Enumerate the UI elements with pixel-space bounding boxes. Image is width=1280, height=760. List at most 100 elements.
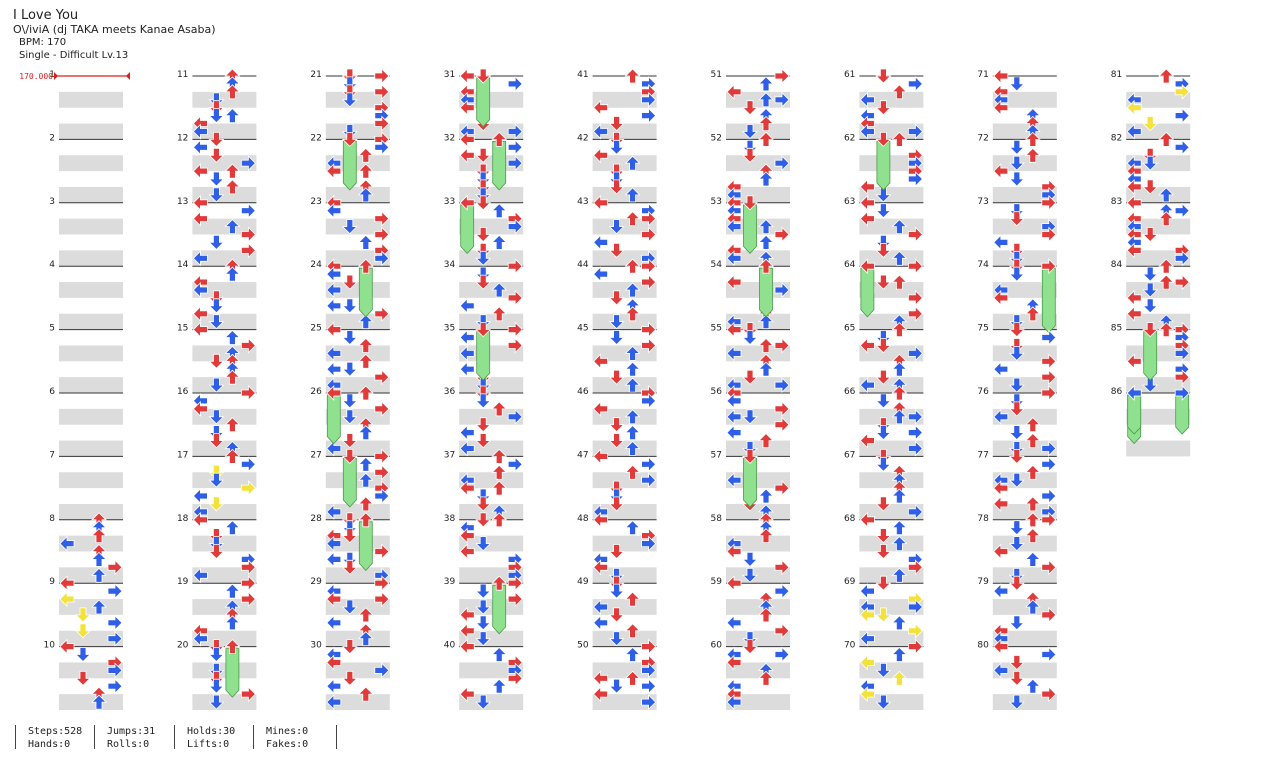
arrow-right-icon: [374, 115, 390, 132]
arrow-right-icon: [241, 226, 256, 243]
lane-band: [192, 630, 257, 647]
lane-band: [59, 313, 123, 330]
arrow-right-icon: [908, 305, 923, 322]
arrow-right-icon: [507, 289, 523, 306]
arrow-left-icon: [1126, 353, 1142, 370]
arrow-down-icon: [875, 274, 892, 290]
arrow-down-icon: [475, 583, 492, 599]
arrow-down-icon: [475, 694, 492, 710]
arrow-left-icon: [859, 377, 875, 394]
lane-band: [592, 440, 657, 457]
hold-note: [492, 584, 507, 635]
measure-number: 27: [310, 450, 321, 460]
arrow-down-icon: [1008, 449, 1025, 464]
lane-band: [192, 535, 257, 552]
arrow-up-icon: [624, 623, 641, 639]
arrow-left-icon: [459, 194, 475, 211]
lane-band: [859, 630, 924, 647]
arrow-left-icon: [326, 297, 342, 314]
arrow-down-icon: [475, 243, 492, 258]
arrow-right-icon: [1041, 646, 1057, 663]
lane-band: [192, 250, 257, 267]
lane-band: [726, 472, 790, 489]
arrow-left-icon: [326, 345, 342, 362]
lane-band: [325, 662, 390, 679]
arrow-up-icon: [891, 615, 908, 631]
lane-band: [592, 345, 657, 362]
arrow-down-icon: [875, 100, 892, 116]
arrow-down-icon: [875, 607, 892, 623]
lane-band: [726, 155, 790, 172]
measure-number: 6: [49, 387, 55, 397]
arrow-down-icon: [475, 496, 492, 512]
arrow-right-icon: [507, 456, 523, 473]
arrow-right-icon: [374, 400, 390, 417]
arrow-up-icon: [357, 337, 374, 353]
arrow-right-icon: [507, 218, 523, 235]
arrow-down-icon: [742, 100, 758, 116]
hold-note: [1143, 331, 1158, 381]
arrow-right-icon: [107, 630, 123, 647]
arrow-up-icon: [357, 496, 374, 512]
arrow-down-icon: [208, 132, 225, 147]
arrow-up-icon: [624, 670, 641, 686]
arrow-right-icon: [908, 559, 923, 576]
arrow-up-icon: [891, 646, 908, 662]
arrow-down-icon: [208, 433, 225, 449]
arrow-right-icon: [374, 488, 390, 504]
arrow-up-icon: [758, 234, 774, 250]
lane-band: [192, 567, 257, 584]
hold-note: [860, 267, 875, 318]
arrow-right-icon: [374, 139, 390, 156]
arrow-right-icon: [1041, 606, 1057, 623]
chart-stats: Steps:528 Hands:0 Jumps:31 Rolls:0 Holds…: [0, 722, 1280, 760]
arrow-down-icon: [1008, 322, 1025, 338]
arrow-down-icon: [1142, 179, 1159, 195]
arrow-left-icon: [726, 321, 742, 338]
arrow-left-icon: [726, 614, 742, 631]
arrow-left-icon: [326, 535, 342, 552]
arrow-left-icon: [593, 614, 608, 631]
arrow-down-icon: [1008, 139, 1025, 155]
arrow-right-icon: [774, 377, 790, 394]
arrow-down-icon: [608, 433, 625, 449]
measure-number: 31: [444, 70, 455, 80]
arrow-down-icon: [1008, 377, 1025, 393]
lane-band: [459, 440, 524, 457]
arrow-right-icon: [641, 638, 657, 655]
arrow-right-icon: [507, 321, 523, 338]
lane-band: [1126, 282, 1191, 298]
arrow-down-icon: [875, 68, 892, 84]
stats-col-jumps: Jumps:31 Rolls:0: [94, 725, 155, 750]
lane-band: [859, 282, 924, 298]
arrow-down-icon: [1008, 266, 1025, 282]
arrow-left-icon: [726, 543, 742, 560]
arrow-down-icon: [608, 496, 625, 512]
measure-number: 8: [49, 514, 55, 524]
lane-band: [59, 599, 123, 615]
arrow-up-icon: [624, 68, 641, 84]
arrow-up-icon: [624, 211, 641, 227]
arrow-left-icon: [993, 163, 1009, 180]
arrow-left-icon: [859, 337, 875, 354]
arrow-left-icon: [326, 361, 342, 378]
arrow-right-icon: [241, 456, 256, 473]
measure-number: 18: [177, 514, 189, 524]
arrow-down-icon: [475, 433, 492, 449]
arrow-left-icon: [192, 305, 208, 322]
arrow-left-icon: [459, 147, 475, 164]
measure-number: 65: [844, 324, 855, 334]
arrow-down-icon: [608, 544, 625, 560]
arrow-left-icon: [326, 614, 342, 631]
arrow-up-icon: [758, 76, 774, 92]
lane-band: [726, 694, 790, 710]
measure-number: 16: [177, 387, 189, 397]
arrow-left-icon: [326, 654, 342, 671]
arrow-right-icon: [1174, 250, 1190, 267]
arrow-up-icon: [758, 433, 774, 448]
arrow-down-icon: [608, 243, 625, 258]
lane-band: [992, 567, 1057, 584]
arrow-left-icon: [459, 543, 475, 560]
measure-number: 60: [711, 641, 723, 651]
lane-band: [59, 440, 123, 457]
